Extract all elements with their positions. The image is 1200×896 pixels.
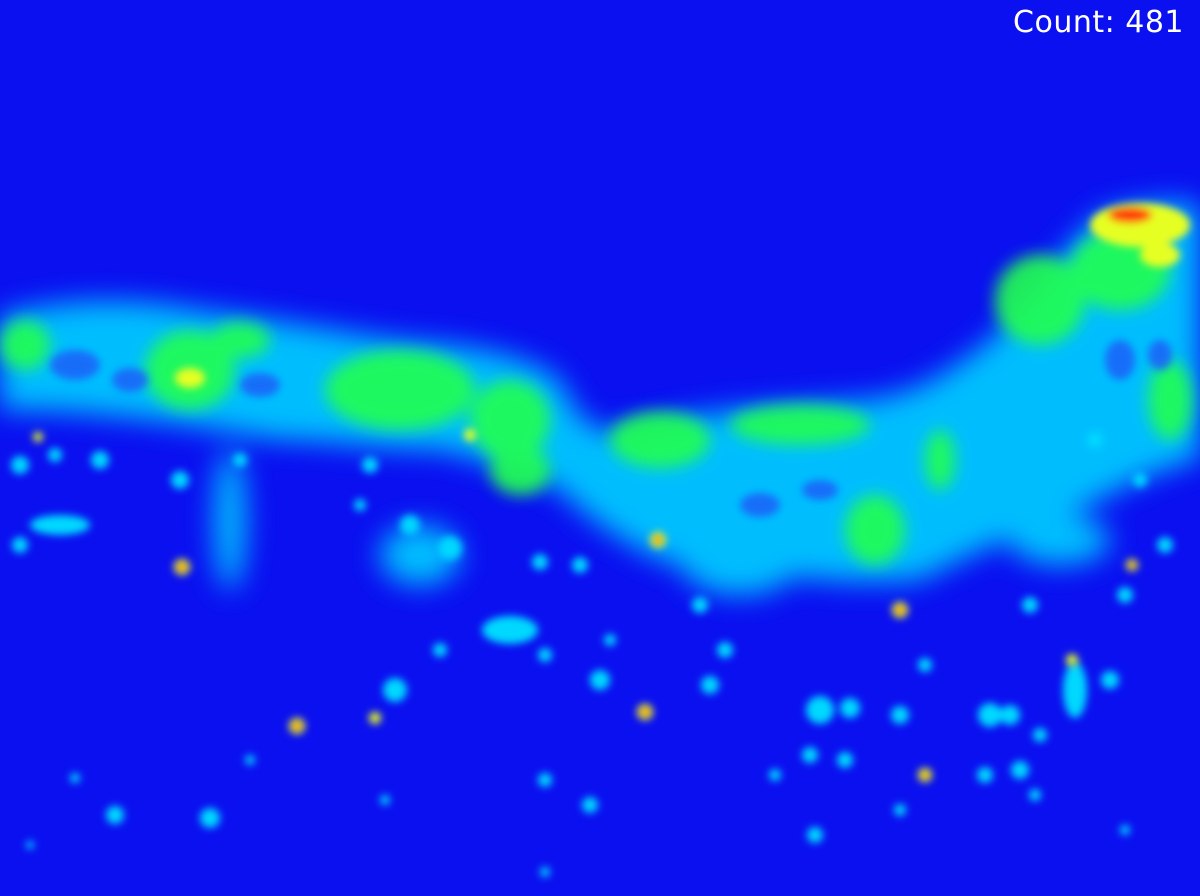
density-band-low (0, 202, 1200, 595)
density-peaks (175, 203, 1190, 388)
count-value: 481 (1125, 5, 1184, 40)
density-gaps (50, 340, 1172, 517)
density-scatter (11, 432, 1173, 877)
count-label: Count: (1013, 5, 1116, 40)
count-readout: Count: 481 (1013, 4, 1184, 42)
density-hotspots (33, 429, 1138, 782)
